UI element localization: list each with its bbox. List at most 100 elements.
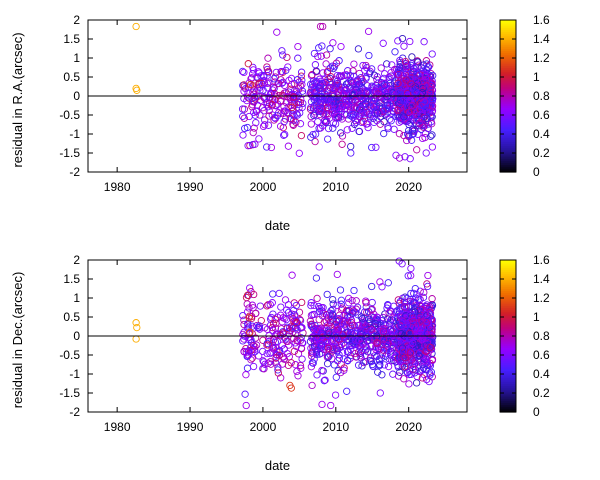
data-point — [394, 37, 402, 45]
data-point — [242, 401, 250, 410]
data-point — [333, 301, 341, 309]
data-point — [423, 114, 431, 122]
colorbar-band — [500, 96, 516, 99]
colorbar-band — [500, 94, 516, 97]
colorbar-band — [500, 396, 516, 400]
data-point — [413, 57, 422, 65]
data-point — [347, 345, 355, 354]
colorbar-band — [500, 39, 516, 42]
data-point — [267, 143, 276, 152]
data-point — [404, 272, 412, 280]
data-point — [346, 330, 355, 338]
data-point — [329, 345, 337, 353]
data-point — [374, 87, 382, 96]
data-point — [383, 346, 391, 354]
data-point — [314, 105, 322, 114]
colorbar-band — [500, 122, 516, 126]
colorbar-band — [500, 170, 516, 173]
colorbar-band — [500, 139, 516, 143]
data-point — [245, 314, 253, 322]
colorbar-tick-label: 0.2 — [533, 146, 550, 160]
data-point — [398, 348, 407, 356]
colorbar-band — [500, 393, 516, 396]
data-point — [312, 274, 321, 282]
data-point — [359, 118, 367, 126]
colorbar-band — [500, 158, 516, 162]
data-point — [420, 38, 428, 46]
data-point — [238, 67, 247, 76]
colorbar-band — [500, 118, 516, 122]
data-point — [359, 61, 367, 70]
colorbar-band — [500, 288, 516, 291]
data-point — [355, 127, 363, 136]
data-point — [318, 312, 327, 320]
data-point — [361, 66, 369, 74]
data-point — [379, 328, 388, 336]
colorbar-band — [500, 404, 516, 407]
colorbar-band — [500, 343, 516, 347]
data-point — [332, 329, 341, 338]
data-point — [358, 75, 366, 83]
colorbar-tick-label: 0.6 — [533, 108, 550, 122]
colorbar-band — [500, 261, 516, 265]
colorbar-band — [500, 101, 516, 105]
y-tick-label: 0.5 — [63, 70, 80, 84]
data-point — [314, 118, 322, 126]
data-point — [132, 335, 140, 343]
data-point — [343, 387, 351, 395]
data-point — [395, 118, 403, 126]
colorbar-band — [500, 107, 516, 110]
data-point — [264, 103, 272, 111]
data-point — [249, 342, 258, 350]
y-tick-label: -0.5 — [59, 348, 80, 362]
data-point — [366, 356, 374, 365]
data-point — [347, 149, 355, 157]
colorbar-tick-label: 1.4 — [533, 32, 550, 46]
colorbar-band — [500, 326, 516, 329]
data-point — [427, 82, 435, 91]
data-point — [279, 109, 288, 117]
data-point — [284, 361, 293, 370]
data-point — [335, 316, 344, 324]
data-point — [347, 112, 355, 120]
data-point — [402, 312, 410, 320]
data-point — [356, 110, 365, 118]
data-point — [413, 70, 421, 78]
colorbar-band — [500, 75, 516, 78]
data-point — [323, 67, 332, 76]
data-point — [427, 326, 435, 335]
colorbar-band — [500, 260, 516, 263]
data-point — [306, 337, 315, 346]
colorbar-band — [500, 267, 516, 271]
data-point — [286, 114, 294, 123]
data-point — [252, 119, 260, 127]
colorbar-band — [500, 46, 516, 50]
colorbar-band — [500, 379, 516, 383]
data-point — [297, 344, 306, 352]
colorbar-band — [500, 324, 516, 328]
data-point — [317, 77, 325, 85]
colorbar-band — [500, 364, 516, 367]
data-point — [394, 79, 402, 87]
data-point — [268, 299, 276, 307]
colorbar-band — [500, 27, 516, 31]
data-point — [329, 39, 337, 47]
colorbar-band — [500, 69, 516, 72]
data-point — [243, 324, 252, 332]
data-point — [403, 89, 412, 98]
colorbar-band — [500, 294, 516, 297]
data-point — [275, 289, 283, 298]
data-point — [398, 317, 407, 325]
data-point — [323, 325, 331, 333]
data-point — [279, 314, 287, 322]
y-tick-label: 2 — [73, 13, 80, 27]
data-point — [240, 328, 248, 336]
data-point — [326, 318, 335, 327]
data-point — [327, 108, 336, 116]
x-tick-label: 1980 — [104, 180, 131, 194]
data-point — [250, 93, 259, 101]
data-point — [133, 86, 141, 94]
data-point — [284, 142, 293, 150]
colorbar-band — [500, 80, 516, 84]
data-point — [261, 121, 269, 129]
